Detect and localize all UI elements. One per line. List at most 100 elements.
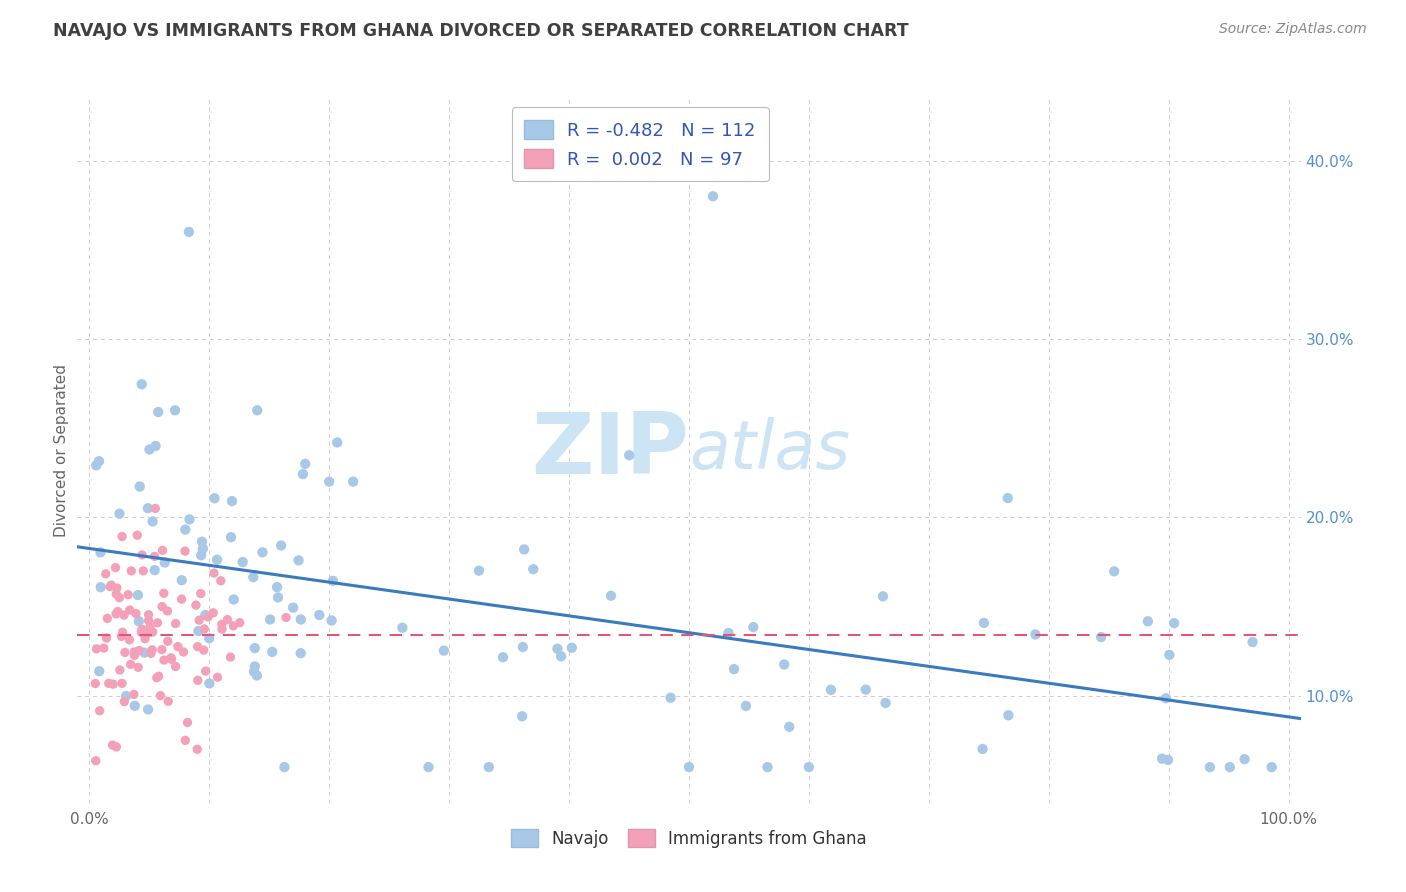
Point <box>290 612 312 626</box>
Point <box>222 592 245 607</box>
Point <box>1136 615 1159 629</box>
Point <box>342 475 364 489</box>
Point <box>678 760 700 774</box>
Point <box>266 580 288 594</box>
Point <box>1219 760 1241 774</box>
Point <box>156 604 179 618</box>
Point <box>478 760 501 774</box>
Point <box>207 670 229 684</box>
Point <box>110 629 132 643</box>
Point <box>105 739 128 754</box>
Point <box>108 663 131 677</box>
Point <box>131 548 153 562</box>
Point <box>1260 760 1282 774</box>
Point <box>205 553 228 567</box>
Point <box>138 442 160 457</box>
Point <box>186 742 208 756</box>
Point <box>1102 565 1125 579</box>
Point <box>176 715 198 730</box>
Point <box>145 671 167 685</box>
Point <box>243 665 266 679</box>
Point <box>142 625 165 640</box>
Point <box>619 448 641 462</box>
Point <box>561 640 583 655</box>
Point <box>1241 635 1264 649</box>
Point <box>197 609 219 624</box>
Point <box>418 760 440 774</box>
Point <box>89 545 111 559</box>
Point <box>100 578 122 592</box>
Point <box>1163 616 1185 631</box>
Point <box>190 586 212 600</box>
Point <box>96 631 118 645</box>
Point <box>190 548 212 562</box>
Point <box>94 566 117 581</box>
Point <box>138 614 160 628</box>
Point <box>308 607 330 622</box>
Point <box>202 606 225 620</box>
Point <box>735 698 758 713</box>
Point <box>318 475 340 489</box>
Point <box>274 610 297 624</box>
Point <box>117 588 139 602</box>
Point <box>267 591 290 605</box>
Point <box>290 646 312 660</box>
Point <box>120 564 142 578</box>
Point <box>87 454 110 468</box>
Point <box>198 676 221 690</box>
Point <box>972 742 994 756</box>
Point <box>111 625 134 640</box>
Point <box>108 507 131 521</box>
Point <box>291 467 314 482</box>
Point <box>90 580 112 594</box>
Point <box>219 530 242 544</box>
Point <box>778 720 800 734</box>
Point <box>209 574 232 588</box>
Point <box>96 611 118 625</box>
Point <box>152 543 174 558</box>
Point <box>143 501 166 516</box>
Point <box>107 605 129 619</box>
Point <box>174 544 197 558</box>
Point <box>211 617 233 632</box>
Point <box>194 664 217 678</box>
Point <box>170 592 193 607</box>
Point <box>150 599 173 614</box>
Point <box>243 659 266 673</box>
Point <box>221 494 243 508</box>
Point <box>101 677 124 691</box>
Point <box>321 614 343 628</box>
Point <box>115 689 138 703</box>
Point <box>148 405 170 419</box>
Point <box>1090 630 1112 644</box>
Point <box>228 615 250 630</box>
Point <box>128 479 150 493</box>
Point <box>138 625 160 640</box>
Legend: Navajo, Immigrants from Ghana: Navajo, Immigrants from Ghana <box>505 822 873 855</box>
Point <box>246 668 269 682</box>
Point <box>128 614 150 628</box>
Point <box>148 669 170 683</box>
Point <box>259 612 281 626</box>
Point <box>105 587 128 601</box>
Point <box>1199 760 1222 774</box>
Point <box>142 515 165 529</box>
Point <box>1233 752 1256 766</box>
Point <box>219 650 242 665</box>
Point <box>139 646 162 660</box>
Point <box>232 555 254 569</box>
Point <box>468 564 491 578</box>
Y-axis label: Divorced or Separated: Divorced or Separated <box>53 364 69 537</box>
Point <box>167 640 190 654</box>
Text: NAVAJO VS IMMIGRANTS FROM GHANA DIVORCED OR SEPARATED CORRELATION CHART: NAVAJO VS IMMIGRANTS FROM GHANA DIVORCED… <box>53 22 910 40</box>
Point <box>131 377 153 392</box>
Point <box>202 566 225 580</box>
Point <box>550 649 572 664</box>
Point <box>172 645 194 659</box>
Point <box>193 622 215 636</box>
Point <box>127 660 149 674</box>
Point <box>157 694 180 708</box>
Point <box>104 560 127 574</box>
Point <box>89 704 111 718</box>
Point <box>510 709 533 723</box>
